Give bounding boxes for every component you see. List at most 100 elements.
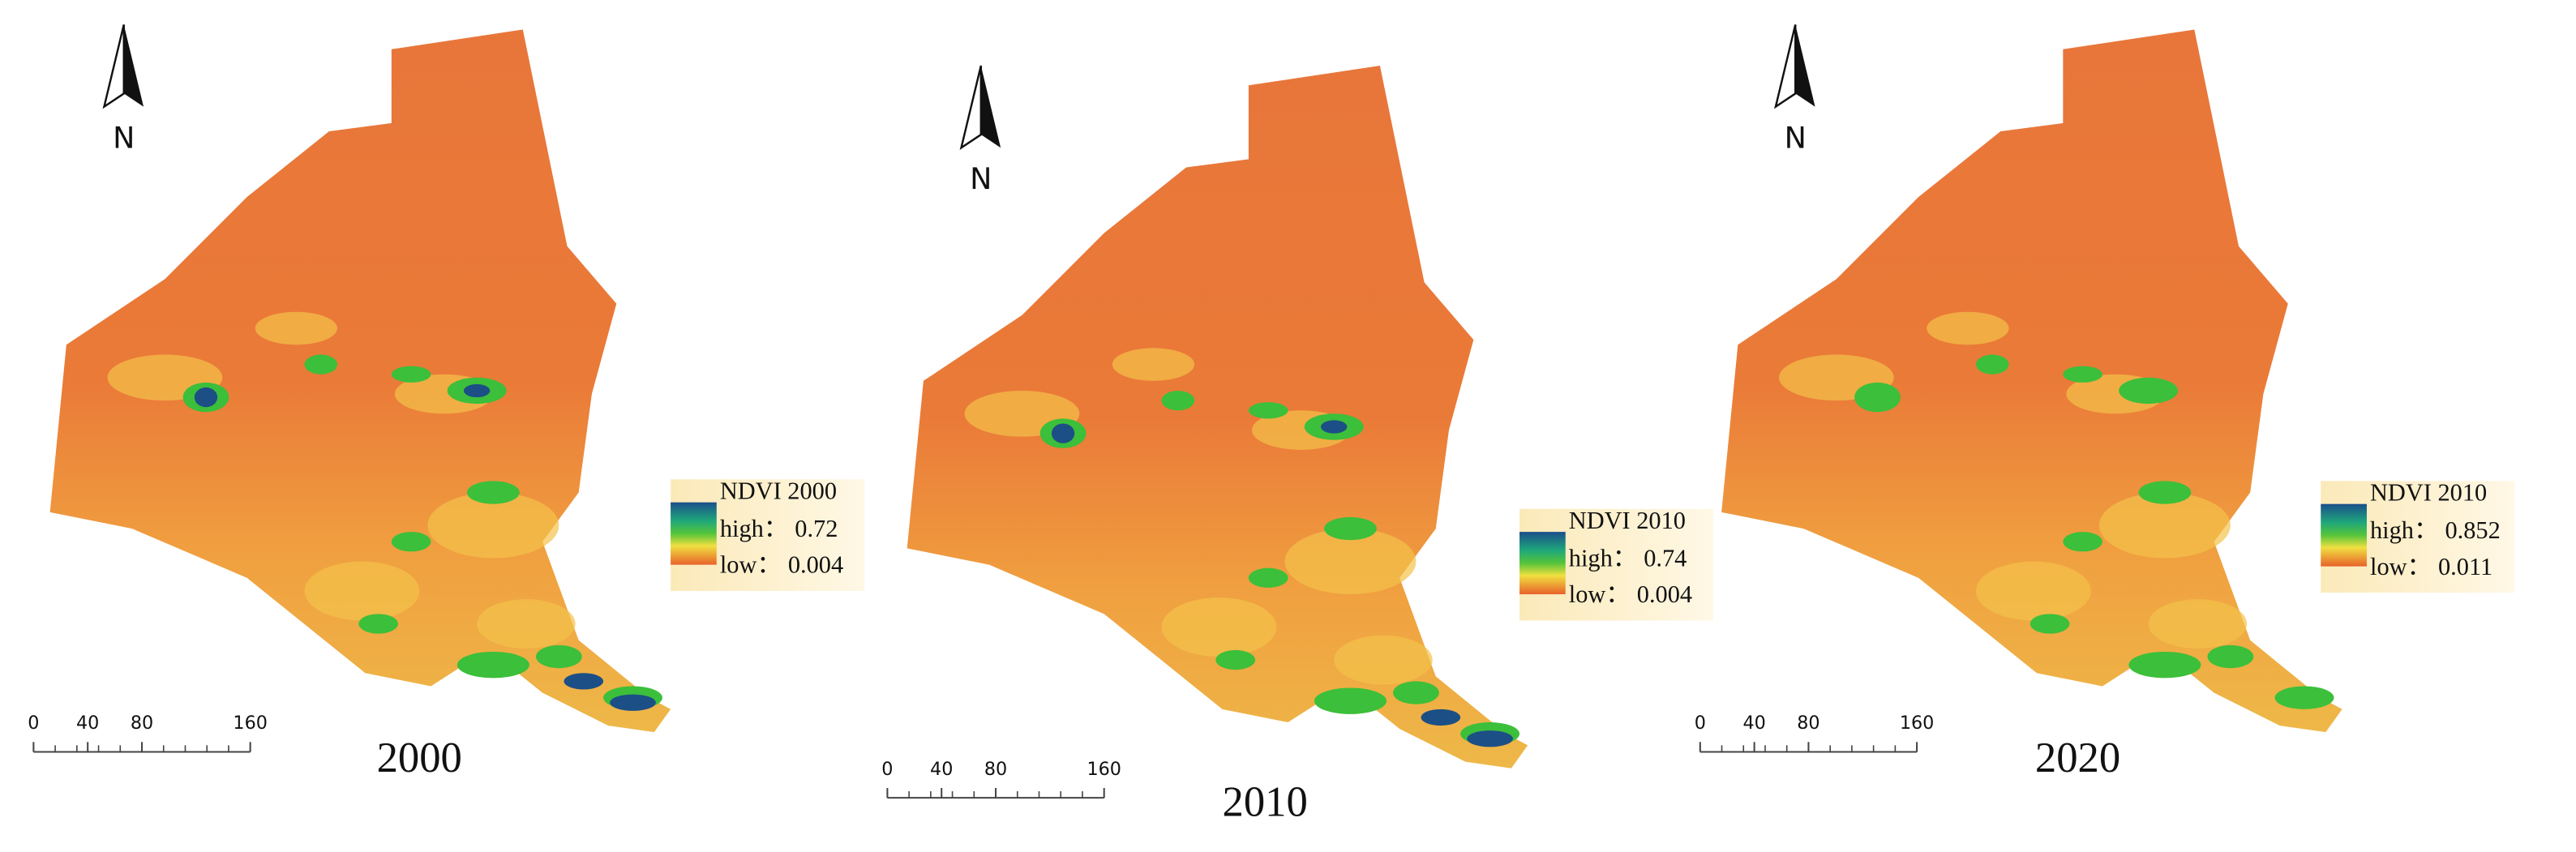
dense-vegetation <box>610 694 656 711</box>
region <box>49 29 671 733</box>
legend-title: NDVI 2010 <box>1569 507 1686 534</box>
scale-label: 0 <box>28 713 39 734</box>
vegetation <box>2030 614 2070 634</box>
arrow-left <box>102 24 125 109</box>
vegetation <box>2274 686 2334 709</box>
scale-label: 80 <box>131 713 153 734</box>
vegetation <box>1248 402 1288 419</box>
dense-vegetation <box>1421 709 1461 726</box>
light-area <box>255 311 337 345</box>
vegetation <box>304 354 337 375</box>
legend-low: low： 0.004 <box>1569 580 1692 608</box>
vegetation <box>1393 681 1439 704</box>
vegetation <box>2063 366 2102 383</box>
legend-high-label: high： <box>2370 516 2438 544</box>
year-label: 2020 <box>2035 734 2120 781</box>
vegetation <box>391 532 431 552</box>
light-area <box>1927 311 2009 345</box>
scale-label: 160 <box>1087 759 1121 780</box>
map-panel: N NDVI 2010 high： 0.852 low： 0.011 0 40 80 160 202… <box>1695 24 2515 781</box>
vegetation <box>1324 516 1377 541</box>
legend-ramp <box>1519 532 1566 595</box>
legend-high-value: 0.852 <box>2445 516 2500 544</box>
arrow-right <box>1795 24 1815 107</box>
scale-label: 0 <box>1695 713 1706 734</box>
light-area <box>1334 635 1433 685</box>
legend-high-value: 0.72 <box>795 515 838 542</box>
arrow-left <box>959 65 983 150</box>
light-area <box>1161 597 1277 657</box>
arrow-right <box>123 24 144 107</box>
legend-low-label: low： <box>2370 553 2432 580</box>
light-area <box>2098 492 2231 559</box>
light-area <box>427 492 559 559</box>
legend-title: NDVI 2000 <box>720 477 837 505</box>
north-label: N <box>113 120 135 155</box>
scale-label: 160 <box>233 713 268 734</box>
vegetation <box>358 614 398 634</box>
legend-low: low： 0.004 <box>720 551 843 579</box>
dense-vegetation <box>1321 420 1348 434</box>
vegetation <box>1314 687 1387 714</box>
year-label: 2000 <box>377 734 462 781</box>
legend-ramp <box>671 502 717 565</box>
map-panel: N NDVI 2000 high： 0.72 low： 0.004 0 40 80 160 2000 <box>28 24 865 781</box>
light-area <box>1975 561 2091 621</box>
north-arrow: N <box>102 24 144 155</box>
legend-high-label: high： <box>1569 545 1637 572</box>
legend-high-label: high： <box>720 515 788 542</box>
legend-low-label: low： <box>1569 580 1631 608</box>
dense-vegetation <box>1467 730 1513 747</box>
light-area <box>2148 599 2248 649</box>
vegetation <box>466 481 520 504</box>
vegetation <box>2207 644 2254 669</box>
vegetation <box>536 644 582 669</box>
region <box>907 66 1528 769</box>
vegetation <box>1215 649 1255 670</box>
scale-label: 160 <box>1900 713 1935 734</box>
vegetation <box>391 366 431 383</box>
legend-low-value: 0.004 <box>1637 580 1692 608</box>
vegetation <box>2063 532 2102 552</box>
light-area <box>1112 348 1195 381</box>
legend-title: NDVI 2010 <box>2370 479 2487 507</box>
north-arrow: N <box>1774 24 1815 155</box>
legend-high-value: 0.74 <box>1644 545 1687 572</box>
vegetation <box>1854 382 1901 413</box>
legend-low-label: low： <box>720 551 782 579</box>
scale-label: 40 <box>76 713 99 734</box>
vegetation <box>2119 377 2179 405</box>
vegetation <box>2128 651 2201 679</box>
arrow-left <box>1774 24 1797 109</box>
vegetation <box>1248 567 1288 588</box>
legend-low-value: 0.004 <box>788 551 843 579</box>
scale-label: 0 <box>881 759 893 780</box>
scale-label: 40 <box>930 759 953 780</box>
dense-vegetation <box>194 387 218 408</box>
legend-high: high： 0.74 <box>1569 545 1687 572</box>
map <box>49 29 671 733</box>
dense-vegetation <box>564 673 604 690</box>
vegetation <box>1975 354 2009 375</box>
legend-low-value: 0.011 <box>2438 553 2492 580</box>
legend-high: high： 0.72 <box>720 515 838 542</box>
light-area <box>477 599 576 649</box>
map <box>1721 29 2342 733</box>
scale-label: 80 <box>1797 713 1819 734</box>
north-label: N <box>970 161 992 196</box>
map <box>907 66 1528 769</box>
scale-label: 40 <box>1742 713 1765 734</box>
north-label: N <box>1785 120 1807 155</box>
dense-vegetation <box>463 383 491 398</box>
dense-vegetation <box>1051 423 1075 443</box>
light-area <box>304 561 420 621</box>
vegetation <box>1161 390 1195 411</box>
vegetation <box>2138 481 2192 504</box>
legend-ramp <box>2321 503 2367 567</box>
vegetation <box>456 651 529 679</box>
region <box>1721 29 2342 733</box>
north-arrow: N <box>959 65 1001 196</box>
map-panel: N NDVI 2010 high： 0.74 low： 0.004 0 40 80 160 2010 <box>881 65 1713 825</box>
legend-low: low： 0.011 <box>2370 553 2492 580</box>
